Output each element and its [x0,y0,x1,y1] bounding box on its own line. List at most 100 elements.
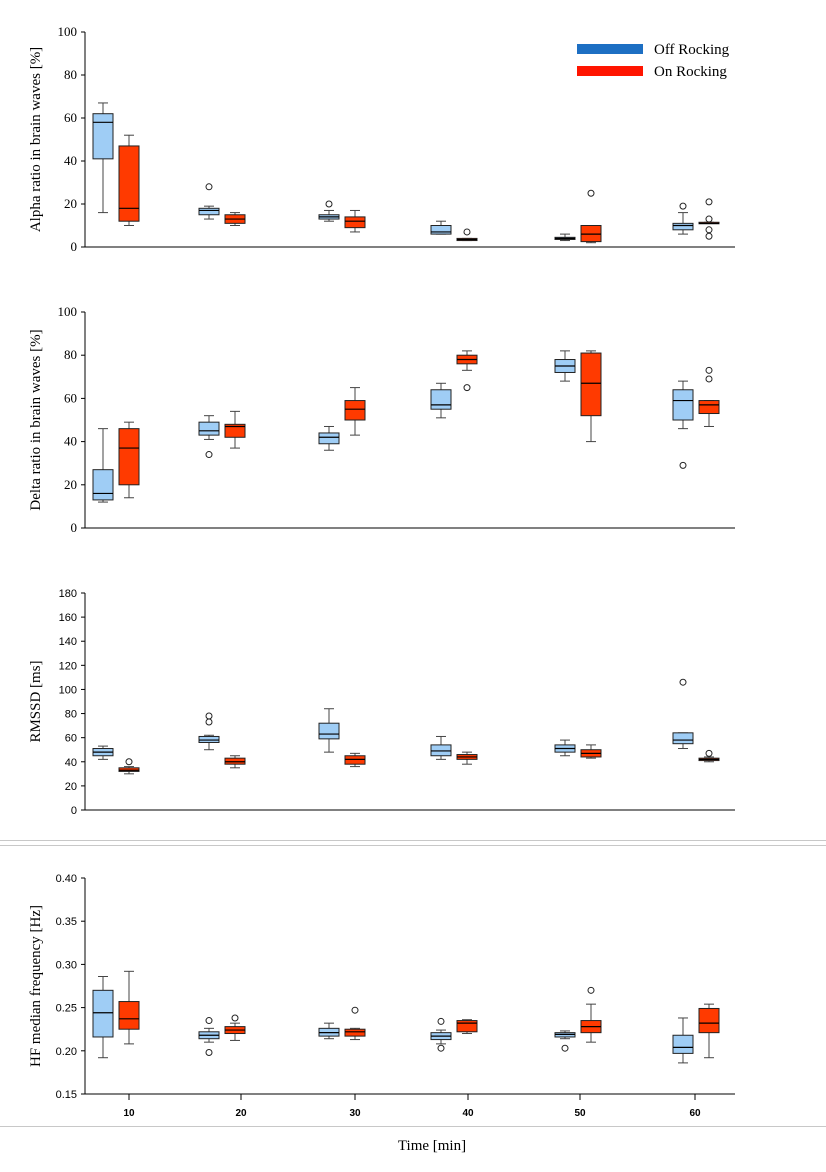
y-tick-label: 0.30 [56,959,77,971]
x-tick-label: 40 [462,1108,474,1119]
outlier-point [705,366,713,374]
outlier-point [705,749,713,757]
box-off-40 [430,735,452,760]
y-tick-label: 80 [65,709,77,721]
box-iqr [224,757,246,765]
box-on-30 [344,387,366,436]
outlier-point [205,1049,213,1057]
outlier-point [705,215,713,223]
box-iqr [118,767,140,772]
box-on-30 [344,752,366,768]
box-iqr [344,216,366,229]
box-on-10 [118,134,140,226]
box-iqr [344,755,366,765]
box-iqr [344,400,366,421]
box-iqr [92,989,114,1038]
outlier-point [231,1014,239,1022]
box-iqr [672,389,694,421]
box-on-60 [698,198,720,240]
box-on-40 [456,751,478,765]
box-on-20 [224,1014,246,1041]
x-tick-label: 10 [123,1108,135,1119]
y-tick-label: 60 [65,733,77,745]
outlier-point [325,200,333,208]
box-iqr [698,400,720,415]
box-off-20 [198,712,220,751]
outlier-point [205,1017,213,1025]
panel-separator [0,840,826,841]
legend: Off Rocking On Rocking [577,42,730,80]
legend-label-on: On Rocking [654,64,727,80]
y-tick-label: 0.25 [56,1003,77,1015]
box-iqr [580,352,602,417]
y-tick-label: 0.40 [56,873,77,885]
x-tick-label: 50 [574,1108,586,1119]
box-on-10 [118,970,140,1045]
box-off-30 [318,708,340,753]
y-axis-title: RMSSD [ms] [28,660,44,742]
y-tick-label: 120 [59,660,77,672]
y-tick-label: 60 [64,390,77,405]
box-on-50 [580,986,602,1043]
legend-swatch-off [577,44,643,54]
y-tick-label: 40 [64,434,77,449]
box-iqr [198,421,220,436]
y-tick-label: 100 [58,24,78,39]
box-on-50 [580,350,602,443]
box-off-10 [92,975,114,1059]
box-on-10 [118,758,140,775]
outlier-point [561,1044,569,1052]
box-off-10 [92,102,114,214]
box-off-30 [318,200,340,222]
box-off-60 [672,202,694,235]
outlier-point [587,986,595,994]
box-on-50 [580,189,602,244]
box-iqr [198,207,220,216]
box-off-30 [318,425,340,451]
box-off-10 [92,428,114,503]
outlier-point [679,461,687,469]
chart-panel-4: 0.15 0.20 0.25 0.30 0.35 0.40 HF median freque… [28,873,735,1119]
y-tick-label: 140 [59,636,77,648]
box-iqr [318,432,340,445]
box-on-40 [456,350,478,392]
box-on-50 [580,744,602,759]
box-on-60 [698,749,720,763]
box-iqr [344,1028,366,1037]
chart-panel-2: 0 20 40 60 80 100 Delta ratio in brain waves [… [28,304,735,535]
outlier-point [705,375,713,383]
box-off-50 [554,350,576,382]
box-on-40 [456,228,478,242]
box-on-30 [344,1006,366,1041]
box-iqr [430,389,452,410]
box-iqr [698,1007,720,1034]
y-tick-label: 100 [58,304,78,319]
panel-separator [0,845,826,846]
box-off-50 [554,233,576,242]
y-tick-label: 80 [64,347,77,362]
box-on-10 [118,421,140,499]
box-off-50 [554,739,576,757]
box-iqr [456,1020,478,1033]
y-tick-label: 40 [64,153,77,168]
y-tick-label: 20 [64,477,77,492]
box-iqr [430,744,452,757]
legend-swatch-on [577,66,643,76]
box-on-20 [224,755,246,769]
box-off-60 [672,380,694,469]
box-off-20 [198,415,220,459]
box-on-40 [456,1019,478,1035]
outlier-point [205,183,213,191]
box-on-20 [224,212,246,226]
box-off-40 [430,1017,452,1052]
shared-x-axis-title: Time [min] [398,1138,466,1154]
outlier-point [705,232,713,240]
box-off-60 [672,678,694,750]
y-axis-title: Delta ratio in brain waves [%] [28,329,44,510]
box-off-50 [554,1030,576,1052]
box-on-20 [224,410,246,449]
outlier-point [679,678,687,686]
outlier-point [205,718,213,726]
box-iqr [318,722,340,740]
